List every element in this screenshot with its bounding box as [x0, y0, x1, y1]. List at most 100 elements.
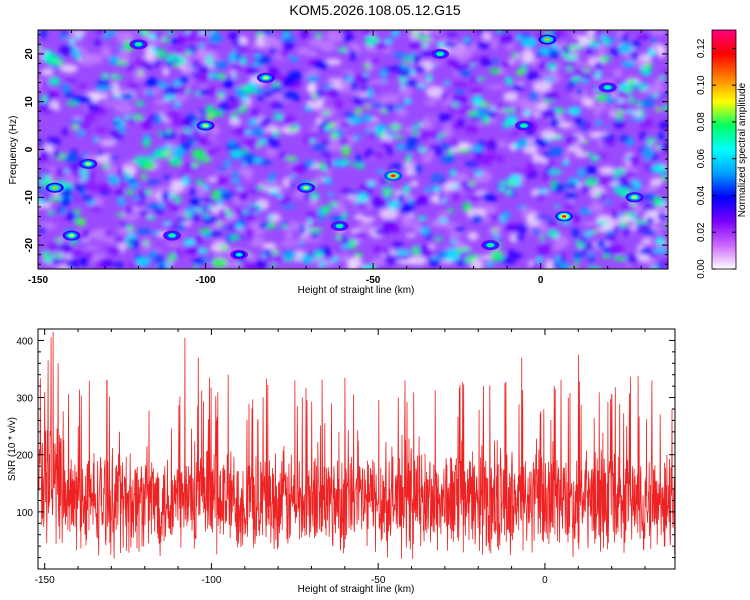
heatmap-texture-blob: [658, 121, 668, 130]
heatmap-texture-blob: [462, 186, 475, 192]
heatmap-texture-blob: [499, 214, 507, 223]
heatmap-texture-core: [511, 53, 520, 58]
heatmap-texture-blob: [338, 30, 355, 34]
heatmap-texture-blob: [132, 156, 149, 165]
heatmap-texture-blob: [613, 68, 623, 78]
heatmap-texture-blob: [383, 219, 396, 230]
heatmap-texture-blob: [567, 178, 581, 184]
heatmap-texture-core: [584, 231, 593, 237]
heatmap-texture-blob: [599, 135, 615, 140]
heatmap-texture-blob: [78, 83, 87, 90]
heatmap-texture-blob: [225, 143, 241, 151]
heatmap-texture-blob: [373, 126, 382, 134]
heatmap-texture-blob: [38, 226, 47, 233]
heatmap-texture-core: [548, 78, 555, 82]
heatmap-texture-blob: [246, 155, 254, 166]
heatmap-texture-blob: [345, 42, 362, 57]
heatmap-texture-blob: [384, 103, 395, 112]
heatmap-peak: [538, 34, 557, 45]
heatmap-texture-blob: [313, 60, 330, 70]
heatmap-texture-blob: [625, 254, 639, 264]
heatmap-texture-blob: [419, 35, 432, 41]
heatmap-texture-core: [76, 130, 86, 137]
heatmap-texture-blob: [49, 64, 61, 69]
snr-frame: [37, 328, 676, 570]
heatmap-texture-core: [270, 250, 280, 255]
heatmap-texture-blob: [470, 75, 480, 84]
heatmap-texture-blob: [570, 45, 584, 50]
heatmap-texture-blob: [593, 61, 604, 71]
heatmap-texture-blob: [79, 229, 91, 240]
heatmap-texture: [38, 30, 668, 269]
heatmap-texture-core: [394, 135, 404, 140]
heatmap-texture-core: [341, 244, 351, 250]
heatmap-texture-blob: [579, 207, 593, 215]
heatmap-texture-core: [170, 157, 180, 162]
heatmap-texture-core: [335, 234, 341, 241]
heatmap-texture-blob: [525, 129, 534, 136]
heatmap-texture-core: [162, 221, 171, 226]
heatmap-texture-blob: [153, 99, 171, 106]
heatmap-texture-blob: [428, 30, 443, 35]
heatmap-texture-core: [224, 209, 232, 213]
heatmap-texture-blob: [437, 218, 449, 223]
heatmap-texture-blob: [612, 225, 620, 236]
heatmap-texture-core: [47, 210, 54, 216]
heatmap-texture-blob: [86, 101, 99, 113]
heatmap-texture-blob: [449, 239, 458, 244]
heatmap-texture-blob: [178, 35, 186, 46]
heatmap-texture-blob: [182, 128, 193, 133]
heatmap-texture-blob: [199, 156, 212, 163]
heatmap-texture-blob: [272, 85, 282, 94]
heatmap-texture-blob: [521, 37, 537, 49]
heatmap-texture-core: [451, 102, 460, 107]
heatmap-texture-core: [498, 181, 508, 185]
heatmap-texture-blob: [639, 131, 647, 141]
heatmap-texture-blob: [148, 249, 158, 260]
heatmap-texture-blob: [290, 164, 306, 173]
heatmap-texture-blob: [462, 202, 472, 213]
heatmap-texture-blob: [657, 261, 665, 269]
heatmap-texture-core: [261, 252, 266, 259]
heatmap-texture-core: [327, 122, 336, 129]
heatmap-texture-blob: [245, 214, 257, 222]
heatmap-texture-blob: [312, 144, 328, 151]
heatmap-texture-blob: [331, 214, 343, 223]
heatmap-texture-blob: [89, 205, 103, 212]
heatmap-texture-blob: [179, 132, 189, 141]
heatmap-peak-ring: [605, 86, 610, 89]
heatmap-texture-core: [218, 93, 223, 100]
heatmap-texture-blob: [548, 169, 562, 175]
heatmap-x-tick-label: 0: [538, 275, 544, 286]
heatmap-texture-core: [564, 220, 569, 226]
heatmap-texture-blob: [355, 153, 362, 164]
heatmap-texture-blob: [161, 190, 170, 202]
heatmap-texture-blob: [153, 59, 161, 67]
heatmap-texture-core: [255, 32, 263, 37]
heatmap-texture-blob: [211, 258, 228, 268]
heatmap-texture-core: [41, 95, 47, 101]
heatmap-texture-blob: [660, 141, 668, 153]
heatmap-texture-blob: [487, 84, 505, 90]
heatmap-texture-blob: [404, 126, 411, 134]
heatmap-texture-blob: [114, 262, 124, 268]
heatmap-texture-core: [116, 213, 125, 217]
heatmap-texture-blob: [617, 173, 625, 184]
heatmap-texture-blob: [38, 175, 46, 181]
heatmap-texture-blob: [615, 114, 624, 121]
heatmap-texture-blob: [395, 254, 411, 261]
heatmap-texture-blob: [85, 251, 94, 261]
heatmap-texture-core: [605, 126, 610, 130]
heatmap-texture-blob: [533, 194, 549, 200]
heatmap-texture-blob: [649, 30, 667, 36]
heatmap-texture-blob: [314, 174, 325, 185]
heatmap-texture-core: [69, 38, 75, 45]
heatmap-texture-blob: [198, 65, 210, 75]
heatmap-texture-core: [432, 186, 441, 193]
heatmap-texture-blob: [373, 41, 390, 51]
heatmap-texture-core: [241, 96, 250, 101]
heatmap-texture-core: [442, 198, 447, 204]
heatmap-texture-core: [172, 80, 181, 87]
heatmap-texture-blob: [230, 170, 241, 177]
heatmap-texture-blob: [499, 34, 514, 45]
